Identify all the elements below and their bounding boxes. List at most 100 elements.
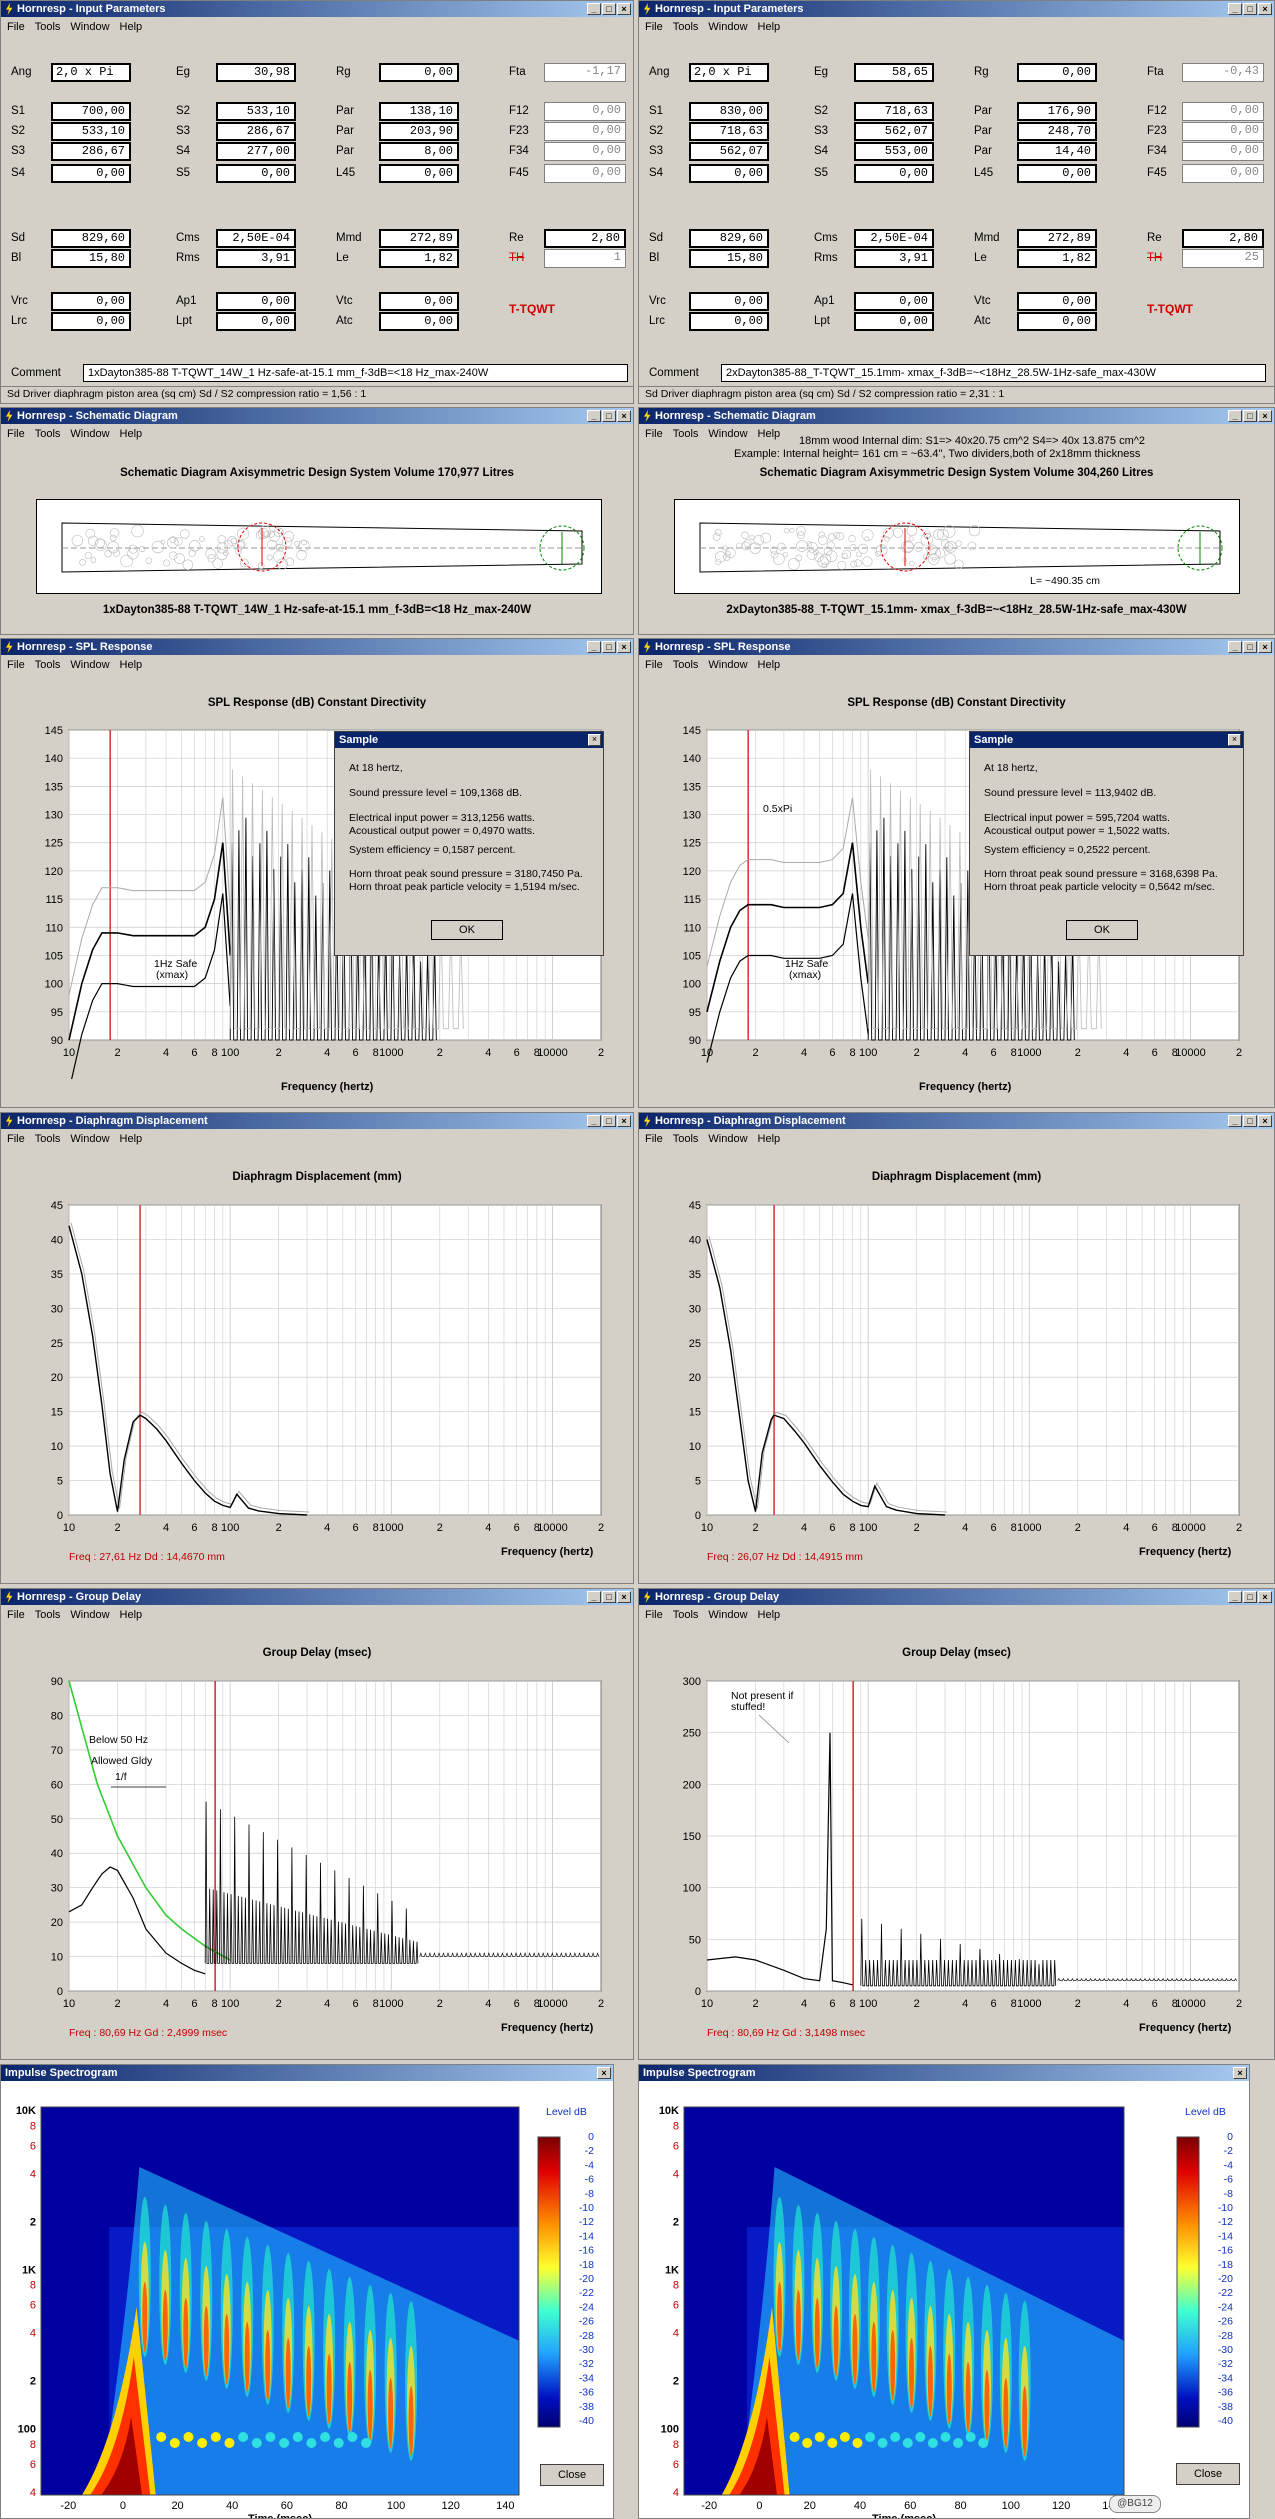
minimize-icon[interactable]: _ xyxy=(587,3,601,15)
ok-button[interactable]: OK xyxy=(431,920,503,940)
close-icon[interactable]: × xyxy=(1228,734,1241,746)
close-button[interactable]: Close xyxy=(1176,2463,1240,2485)
menu-item[interactable]: Window xyxy=(708,21,747,33)
param-field[interactable]: 2,50E-04 xyxy=(854,229,934,248)
param-field[interactable]: 0,00 xyxy=(379,63,459,82)
maximize-icon[interactable]: □ xyxy=(602,410,616,422)
comment-field[interactable]: 2xDayton385-88_T-TQWT_15.1mm- xmax_f-3dB… xyxy=(721,364,1266,382)
param-field[interactable]: 0,00 xyxy=(544,142,626,161)
param-field[interactable]: 2,50E-04 xyxy=(216,229,296,248)
param-field[interactable]: 2,80 xyxy=(544,229,626,248)
param-field[interactable]: 0,00 xyxy=(379,292,459,311)
param-field[interactable]: 0,00 xyxy=(216,292,296,311)
menu-item[interactable]: Help xyxy=(758,21,781,33)
param-field[interactable]: 138,10 xyxy=(379,102,459,121)
param-field[interactable]: 0,00 xyxy=(689,164,769,183)
param-field[interactable]: 0,00 xyxy=(379,312,459,331)
title-bar[interactable]: Hornresp - Schematic Diagram _ □ × xyxy=(1,408,633,424)
param-field[interactable]: 0,00 xyxy=(544,102,626,121)
param-field[interactable]: 30,98 xyxy=(216,63,296,82)
close-icon[interactable]: × xyxy=(617,410,631,422)
param-field[interactable]: 0,00 xyxy=(51,312,131,331)
param-field[interactable]: 533,10 xyxy=(51,122,131,141)
close-icon[interactable]: × xyxy=(588,734,601,746)
menu-item[interactable]: File xyxy=(645,428,663,440)
param-field[interactable]: 829,60 xyxy=(51,229,131,248)
param-field[interactable]: 25 xyxy=(1182,249,1264,268)
param-field[interactable]: 203,90 xyxy=(379,122,459,141)
ok-button[interactable]: OK xyxy=(1066,920,1138,940)
param-field[interactable]: 15,80 xyxy=(51,249,131,268)
param-field[interactable]: 248,70 xyxy=(1017,122,1097,141)
param-field[interactable]: 0,00 xyxy=(51,164,131,183)
param-field[interactable]: 2,0 x Pi xyxy=(51,63,131,82)
menu-item[interactable]: Tools xyxy=(673,21,699,33)
param-field[interactable]: 0,00 xyxy=(854,292,934,311)
param-field[interactable]: 2,0 x Pi xyxy=(689,63,769,82)
param-field[interactable]: 15,80 xyxy=(689,249,769,268)
param-field[interactable]: 176,90 xyxy=(1017,102,1097,121)
param-field[interactable]: 718,63 xyxy=(689,122,769,141)
param-field[interactable]: 0,00 xyxy=(689,292,769,311)
param-field[interactable]: 718,63 xyxy=(854,102,934,121)
minimize-icon[interactable]: _ xyxy=(587,410,601,422)
param-field[interactable]: 0,00 xyxy=(1182,164,1264,183)
comment-field[interactable]: 1xDayton385-88 T-TQWT_14W_1 Hz-safe-at-1… xyxy=(83,364,628,382)
param-field[interactable]: 553,00 xyxy=(854,142,934,161)
param-field[interactable]: 0,00 xyxy=(1017,312,1097,331)
param-field[interactable]: 0,00 xyxy=(544,164,626,183)
menu-item[interactable]: Help xyxy=(120,428,143,440)
param-field[interactable]: 0,00 xyxy=(854,312,934,331)
param-field[interactable]: 8,00 xyxy=(379,142,459,161)
close-icon[interactable]: × xyxy=(1258,3,1272,15)
maximize-icon[interactable]: □ xyxy=(602,3,616,15)
menu-item[interactable]: Window xyxy=(708,428,747,440)
param-field[interactable]: 830,00 xyxy=(689,102,769,121)
param-field[interactable]: 0,00 xyxy=(216,312,296,331)
param-field[interactable]: -0,43 xyxy=(1182,63,1264,82)
param-field[interactable]: 0,00 xyxy=(544,122,626,141)
param-field[interactable]: 14,40 xyxy=(1017,142,1097,161)
param-field[interactable]: 0,00 xyxy=(379,164,459,183)
param-field[interactable]: 3,91 xyxy=(854,249,934,268)
param-field[interactable]: 3,91 xyxy=(216,249,296,268)
title-bar[interactable]: Hornresp - Input Parameters _ □ × xyxy=(639,1,1274,17)
param-field[interactable]: 1,82 xyxy=(379,249,459,268)
param-field[interactable]: 58,65 xyxy=(854,63,934,82)
maximize-icon[interactable]: □ xyxy=(1243,410,1257,422)
param-field[interactable]: -1,17 xyxy=(544,63,626,82)
param-field[interactable]: 0,00 xyxy=(51,292,131,311)
menu-item[interactable]: Tools xyxy=(35,428,61,440)
menu-item[interactable]: Help xyxy=(120,21,143,33)
minimize-icon[interactable]: _ xyxy=(1228,410,1242,422)
param-field[interactable]: 0,00 xyxy=(689,312,769,331)
param-field[interactable]: 562,07 xyxy=(689,142,769,161)
param-field[interactable]: 533,10 xyxy=(216,102,296,121)
param-field[interactable]: 0,00 xyxy=(854,164,934,183)
param-field[interactable]: 0,00 xyxy=(216,164,296,183)
param-field[interactable]: 0,00 xyxy=(1017,292,1097,311)
param-field[interactable]: 1 xyxy=(544,249,626,268)
menu-item[interactable]: Window xyxy=(70,428,109,440)
param-field[interactable]: 272,89 xyxy=(379,229,459,248)
param-field[interactable]: 562,07 xyxy=(854,122,934,141)
menu-item[interactable]: Tools xyxy=(35,21,61,33)
param-field[interactable]: 0,00 xyxy=(1017,164,1097,183)
menu-item[interactable]: Window xyxy=(70,21,109,33)
param-field[interactable]: 1,82 xyxy=(1017,249,1097,268)
param-field[interactable]: 286,67 xyxy=(51,142,131,161)
menu-item[interactable]: File xyxy=(7,428,25,440)
menu-item[interactable]: File xyxy=(645,21,663,33)
param-field[interactable]: 0,00 xyxy=(1182,122,1264,141)
param-field[interactable]: 0,00 xyxy=(1017,63,1097,82)
title-bar[interactable]: Hornresp - Schematic Diagram _ □ × xyxy=(639,408,1274,424)
close-button[interactable]: Close xyxy=(540,2464,604,2486)
minimize-icon[interactable]: _ xyxy=(1228,3,1242,15)
close-icon[interactable]: × xyxy=(617,3,631,15)
menu-item[interactable]: File xyxy=(7,21,25,33)
menu-item[interactable]: Help xyxy=(758,428,781,440)
menu-item[interactable]: Tools xyxy=(673,428,699,440)
close-icon[interactable]: × xyxy=(1258,410,1272,422)
param-field[interactable]: 700,00 xyxy=(51,102,131,121)
param-field[interactable]: 286,67 xyxy=(216,122,296,141)
